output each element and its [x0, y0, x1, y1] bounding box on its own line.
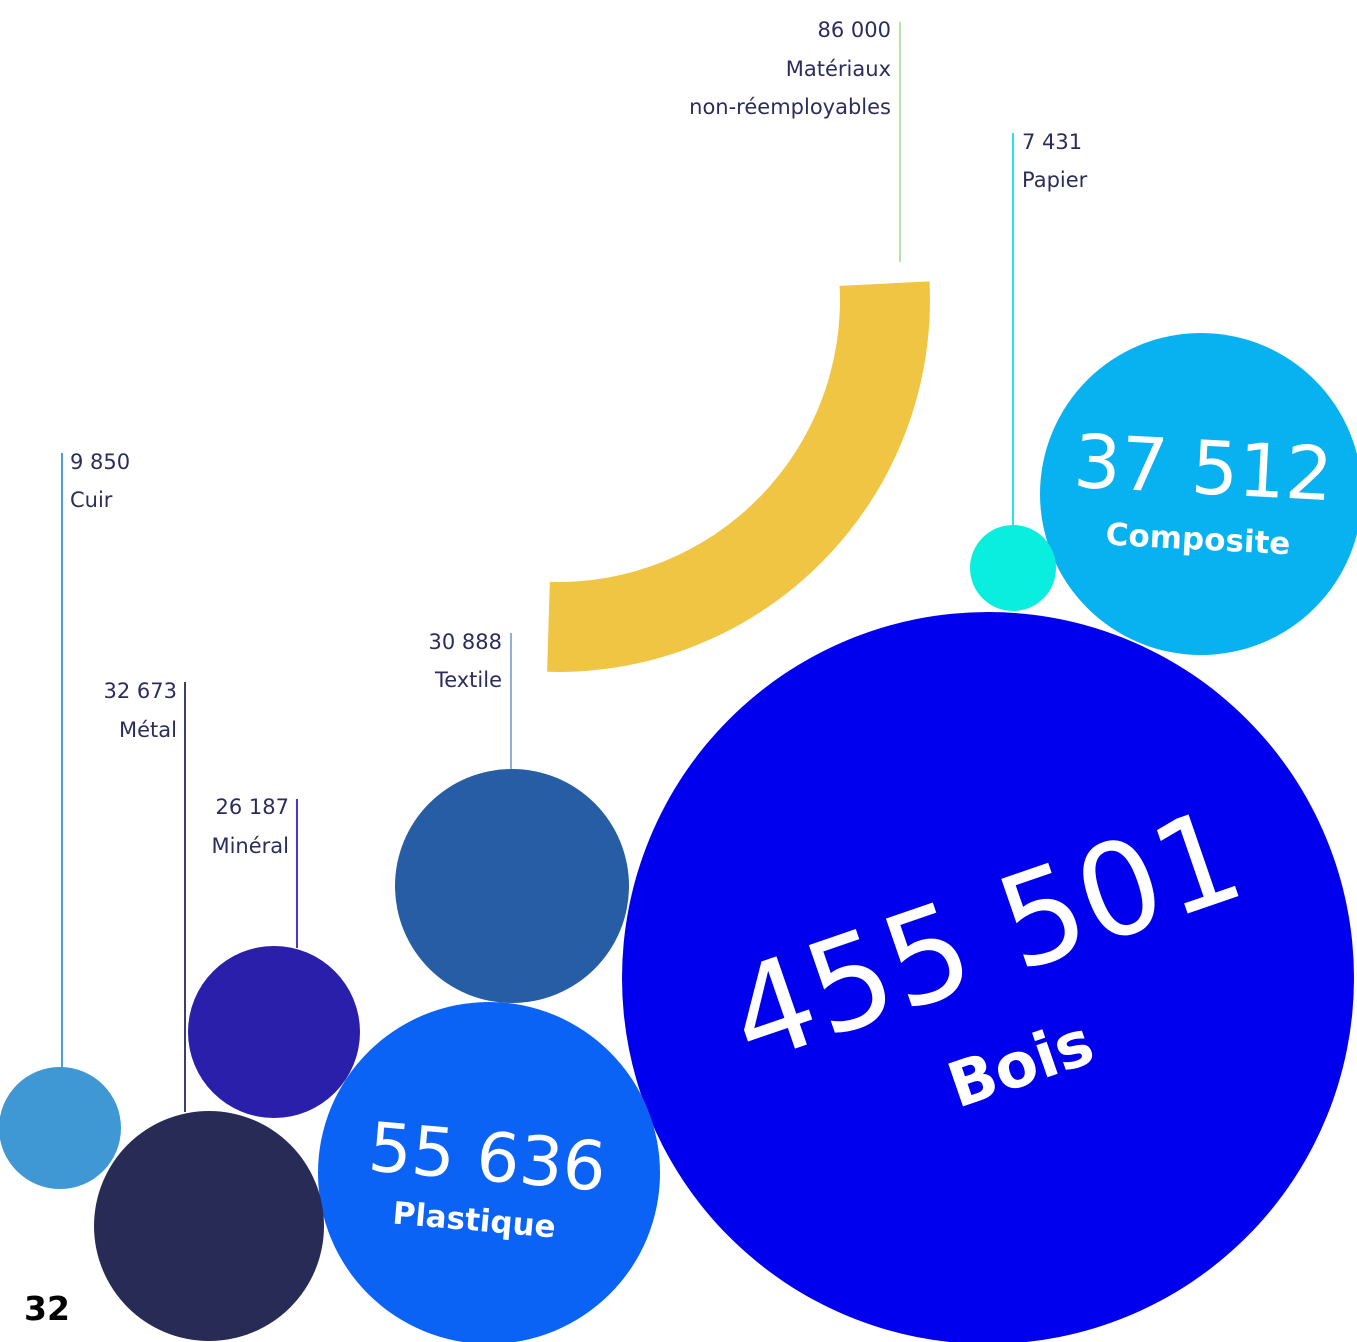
bubble-mineral — [188, 946, 360, 1118]
bubble-composite — [1040, 333, 1357, 655]
bubble-metal — [94, 1111, 324, 1341]
chart-marks — [0, 281, 1357, 1342]
bubble-plastique — [318, 1002, 660, 1342]
bubble-textile — [395, 769, 629, 1003]
page-number: 32 — [24, 1289, 70, 1328]
category-label-cuir: Cuir — [70, 488, 113, 512]
category-label-textile: Textile — [434, 668, 502, 692]
bubble-cuir — [0, 1067, 121, 1189]
category-label-papier: Papier — [1022, 168, 1088, 192]
bubble-papier — [970, 525, 1056, 611]
value-label-cuir: 9 850 — [70, 450, 130, 474]
bubble-bois — [622, 612, 1354, 1342]
leader-lines — [61, 22, 1014, 1112]
category-label-metal: Métal — [119, 718, 177, 742]
value-label-materiaux-non-reemployables: 86 000 — [818, 18, 891, 42]
value-label-papier: 7 431 — [1022, 130, 1082, 154]
value-label-metal: 32 673 — [104, 679, 177, 703]
category-label-mineral: Minéral — [211, 834, 289, 858]
category-label-materiaux-non-reemployables-2: non-réemployables — [689, 95, 891, 119]
arc-materiaux-non-reemployables — [547, 281, 930, 672]
value-label-mineral: 26 187 — [216, 795, 289, 819]
value-label-textile: 30 888 — [429, 630, 502, 654]
category-label-materiaux-non-reemployables-1: Matériaux — [786, 57, 891, 81]
value-label-composite: 37 512 — [1072, 419, 1335, 518]
